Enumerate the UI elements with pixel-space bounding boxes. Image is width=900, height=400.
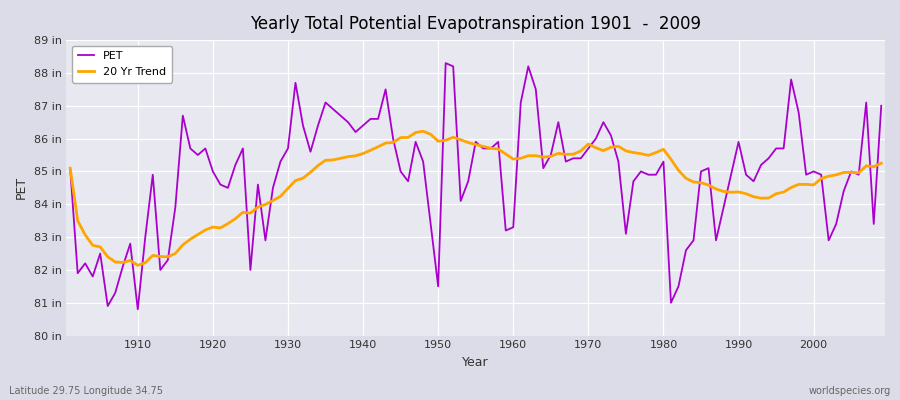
Line: 20 Yr Trend: 20 Yr Trend	[70, 131, 881, 265]
PET	[125, 241, 136, 246]
Y-axis label: PET: PET	[15, 176, 28, 200]
X-axis label: Year: Year	[463, 356, 489, 369]
Legend: PET, 20 Yr Trend: PET, 20 Yr Trend	[72, 46, 172, 82]
PET	[65, 166, 76, 170]
PET	[516, 100, 526, 105]
20 Yr Trend	[65, 166, 76, 170]
PET	[132, 307, 143, 312]
PET	[298, 123, 309, 128]
Line: PET: PET	[70, 63, 881, 309]
PET	[343, 120, 354, 124]
20 Yr Trend	[418, 129, 428, 134]
Text: Latitude 29.75 Longitude 34.75: Latitude 29.75 Longitude 34.75	[9, 386, 163, 396]
20 Yr Trend	[343, 154, 354, 159]
20 Yr Trend	[523, 153, 534, 158]
Title: Yearly Total Potential Evapotranspiration 1901  -  2009: Yearly Total Potential Evapotranspiratio…	[250, 15, 701, 33]
PET	[523, 64, 534, 69]
20 Yr Trend	[125, 258, 136, 263]
20 Yr Trend	[132, 263, 143, 268]
PET	[876, 103, 886, 108]
20 Yr Trend	[613, 144, 624, 149]
20 Yr Trend	[516, 156, 526, 161]
20 Yr Trend	[298, 176, 309, 180]
20 Yr Trend	[876, 161, 886, 166]
PET	[440, 61, 451, 66]
PET	[613, 159, 624, 164]
Text: worldspecies.org: worldspecies.org	[809, 386, 891, 396]
